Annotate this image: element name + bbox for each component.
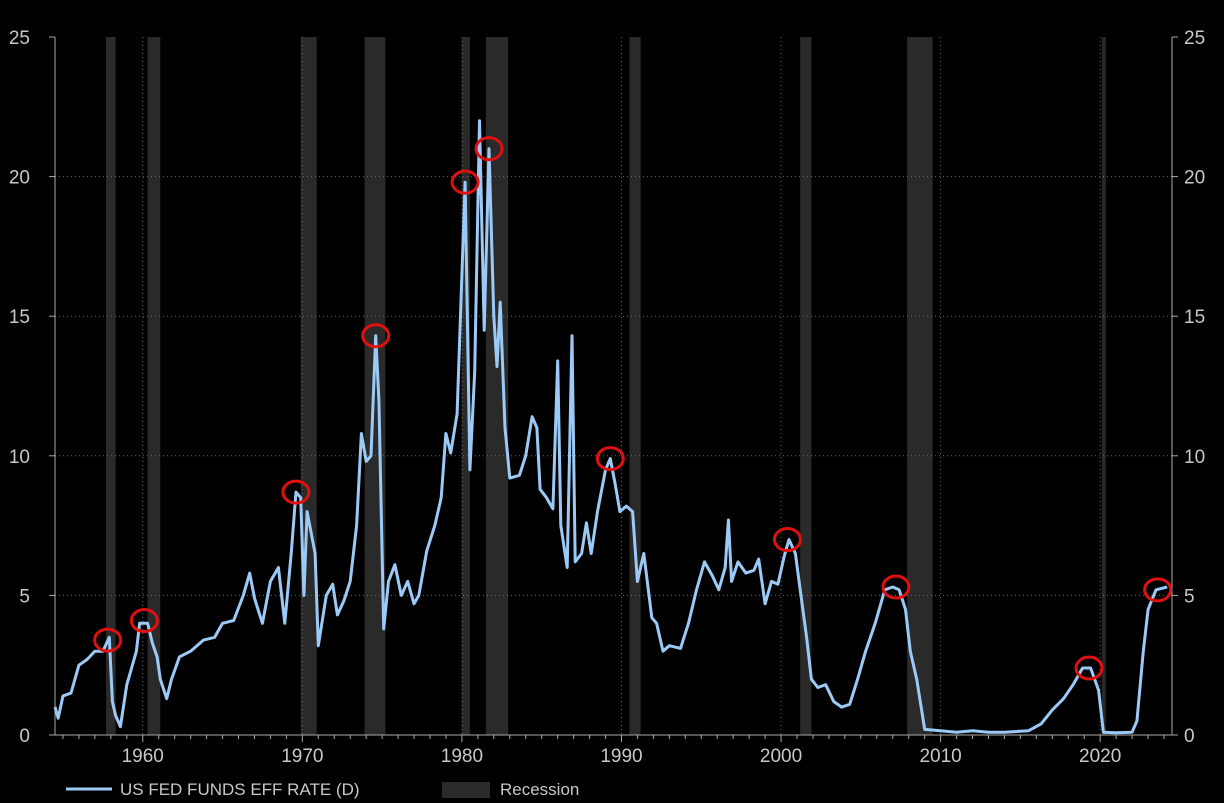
recession-band: [106, 37, 116, 735]
peak-circle: [1074, 655, 1104, 681]
y-tick-right: 15: [1184, 307, 1205, 328]
peak-highlights: [93, 136, 1173, 681]
recession-bands: [106, 37, 1106, 735]
y-tick-left: 25: [9, 28, 30, 49]
y-tick-right: 10: [1184, 447, 1205, 468]
series-layer: [53, 119, 1168, 735]
peak-circle: [129, 608, 159, 634]
peak-circle: [772, 527, 802, 553]
x-tick-label: 2020: [1079, 746, 1121, 767]
x-tick-label: 1990: [600, 746, 642, 767]
peak-circle: [281, 479, 311, 505]
x-tick-label: 2000: [760, 746, 802, 767]
legend-series-label: US FED FUNDS EFF RATE (D): [120, 780, 360, 799]
legend-recession-label: Recession: [500, 780, 579, 799]
series-line: [53, 119, 1168, 735]
recession-band: [1101, 37, 1106, 735]
peak-circle: [361, 323, 391, 349]
legend-recession-swatch: [442, 782, 490, 798]
recession-band: [461, 37, 470, 735]
recession-band: [800, 37, 812, 735]
x-tick-label: 1960: [122, 746, 164, 767]
recession-band: [907, 37, 933, 735]
peak-circle: [881, 574, 911, 600]
gridlines: [55, 37, 1172, 735]
peak-circle: [450, 169, 480, 195]
x-tick-label: 1980: [441, 746, 483, 767]
y-tick-left: 5: [19, 586, 30, 607]
y-tick-right: 20: [1184, 168, 1205, 189]
recession-band: [300, 37, 317, 735]
recession-band: [629, 37, 641, 735]
peak-circle: [1143, 577, 1173, 603]
y-tick-right: 25: [1184, 28, 1205, 49]
y-tick-left: 0: [19, 726, 30, 747]
y-tick-left: 20: [9, 168, 30, 189]
legend: US FED FUNDS EFF RATE (D) Recession: [66, 780, 579, 799]
peak-circle: [93, 627, 123, 653]
peak-circle: [595, 446, 625, 472]
y-tick-right: 5: [1184, 586, 1195, 607]
x-tick-label: 1970: [281, 746, 323, 767]
y-tick-right: 0: [1184, 726, 1195, 747]
x-tick-label: 2010: [919, 746, 961, 767]
peak-circle: [474, 136, 504, 162]
y-tick-left: 15: [9, 307, 30, 328]
y-tick-left: 10: [9, 447, 30, 468]
recession-band: [147, 37, 161, 735]
